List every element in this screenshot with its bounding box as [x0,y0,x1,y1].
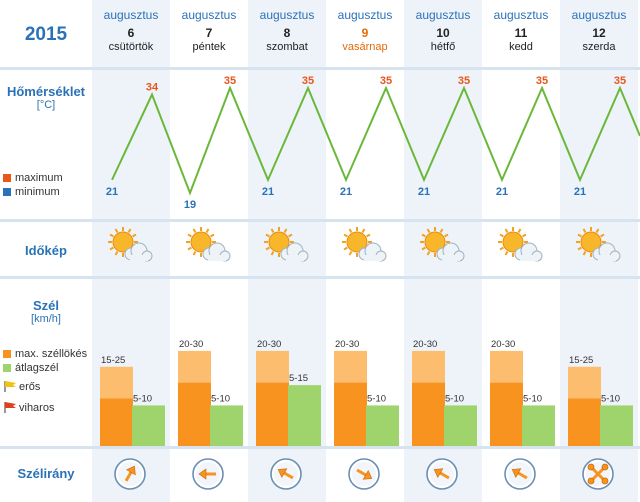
day-column: augusztus 10 hétfő [404,0,482,502]
legend-maximum: maximum [3,172,63,184]
legend-minimum: minimum [3,186,60,198]
day-weekday: kedd [509,41,533,53]
wind-title: Szél [32,298,59,313]
day-number: 6 [127,26,135,40]
day-weekday: szombat [266,41,308,53]
legend-gust: max. széllökés [3,348,87,360]
day-column: augusztus 12 szerda [560,0,638,502]
legend-avg: átlagszél [3,362,58,374]
temperature-title: Hőmérséklet [6,84,86,99]
day-month: augusztus [493,8,549,22]
legend-strong: erős [3,380,40,393]
minimum-label: minimum [15,186,60,198]
separator-temperature [0,219,640,222]
label-column: 2015 Hőmérséklet [°C] maximum minimum Id… [0,0,92,502]
maximum-swatch [3,174,11,182]
day-header: augusztus 11 kedd [482,0,560,66]
day-number: 9 [361,26,369,40]
temperature-label: Hőmérséklet [°C] [0,84,92,111]
day-month: augusztus [415,8,471,22]
avg-label: átlagszél [15,362,59,374]
day-header: augusztus 6 csütörtök [92,0,170,66]
day-column: augusztus 9 vasárnap [326,0,404,502]
day-weekday: szerda [582,41,616,53]
day-header: augusztus 12 szerda [560,0,638,66]
separator-wind [0,446,640,449]
gust-label: max. széllökés [15,348,88,360]
day-month: augusztus [181,8,237,22]
separator-sky [0,276,640,279]
strong-label: erős [19,381,41,393]
legend-stormy: viharos [3,401,54,414]
wind-direction-label: Szélirány [17,466,75,481]
minimum-swatch [3,188,11,196]
day-header: augusztus 7 péntek [170,0,248,66]
day-number: 12 [592,26,606,40]
wind-unit: [km/h] [31,313,61,325]
day-header: augusztus 8 szombat [248,0,326,66]
day-weekday: hétfő [430,41,456,53]
day-column: augusztus 6 csütörtök [92,0,170,502]
year: 2015 [24,24,68,45]
day-header: augusztus 10 hétfő [404,0,482,66]
day-column: augusztus 11 kedd [482,0,560,502]
day-weekday: csütörtök [108,41,154,53]
day-number: 8 [283,26,291,40]
temperature-unit: [°C] [36,99,56,111]
day-weekday: vasárnap [342,41,388,53]
day-column: augusztus 8 szombat [248,0,326,502]
wind-label: Szél [km/h] [0,298,92,325]
sky-label: Időkép [25,243,67,258]
day-number: 7 [205,26,213,40]
red-flag-icon [4,402,16,413]
yellow-flag-icon [4,381,16,392]
day-weekday: péntek [192,41,226,53]
day-number: 11 [514,26,528,40]
day-column: augusztus 7 péntek [170,0,248,502]
maximum-label: maximum [15,172,63,184]
day-month: augusztus [571,8,627,22]
separator-header [0,67,640,70]
day-month: augusztus [103,8,159,22]
avg-swatch [3,364,11,372]
gust-swatch [3,350,11,358]
day-month: augusztus [337,8,393,22]
day-month: augusztus [259,8,315,22]
day-header: augusztus 9 vasárnap [326,0,404,66]
stormy-label: viharos [19,402,55,414]
day-number: 10 [436,26,450,40]
